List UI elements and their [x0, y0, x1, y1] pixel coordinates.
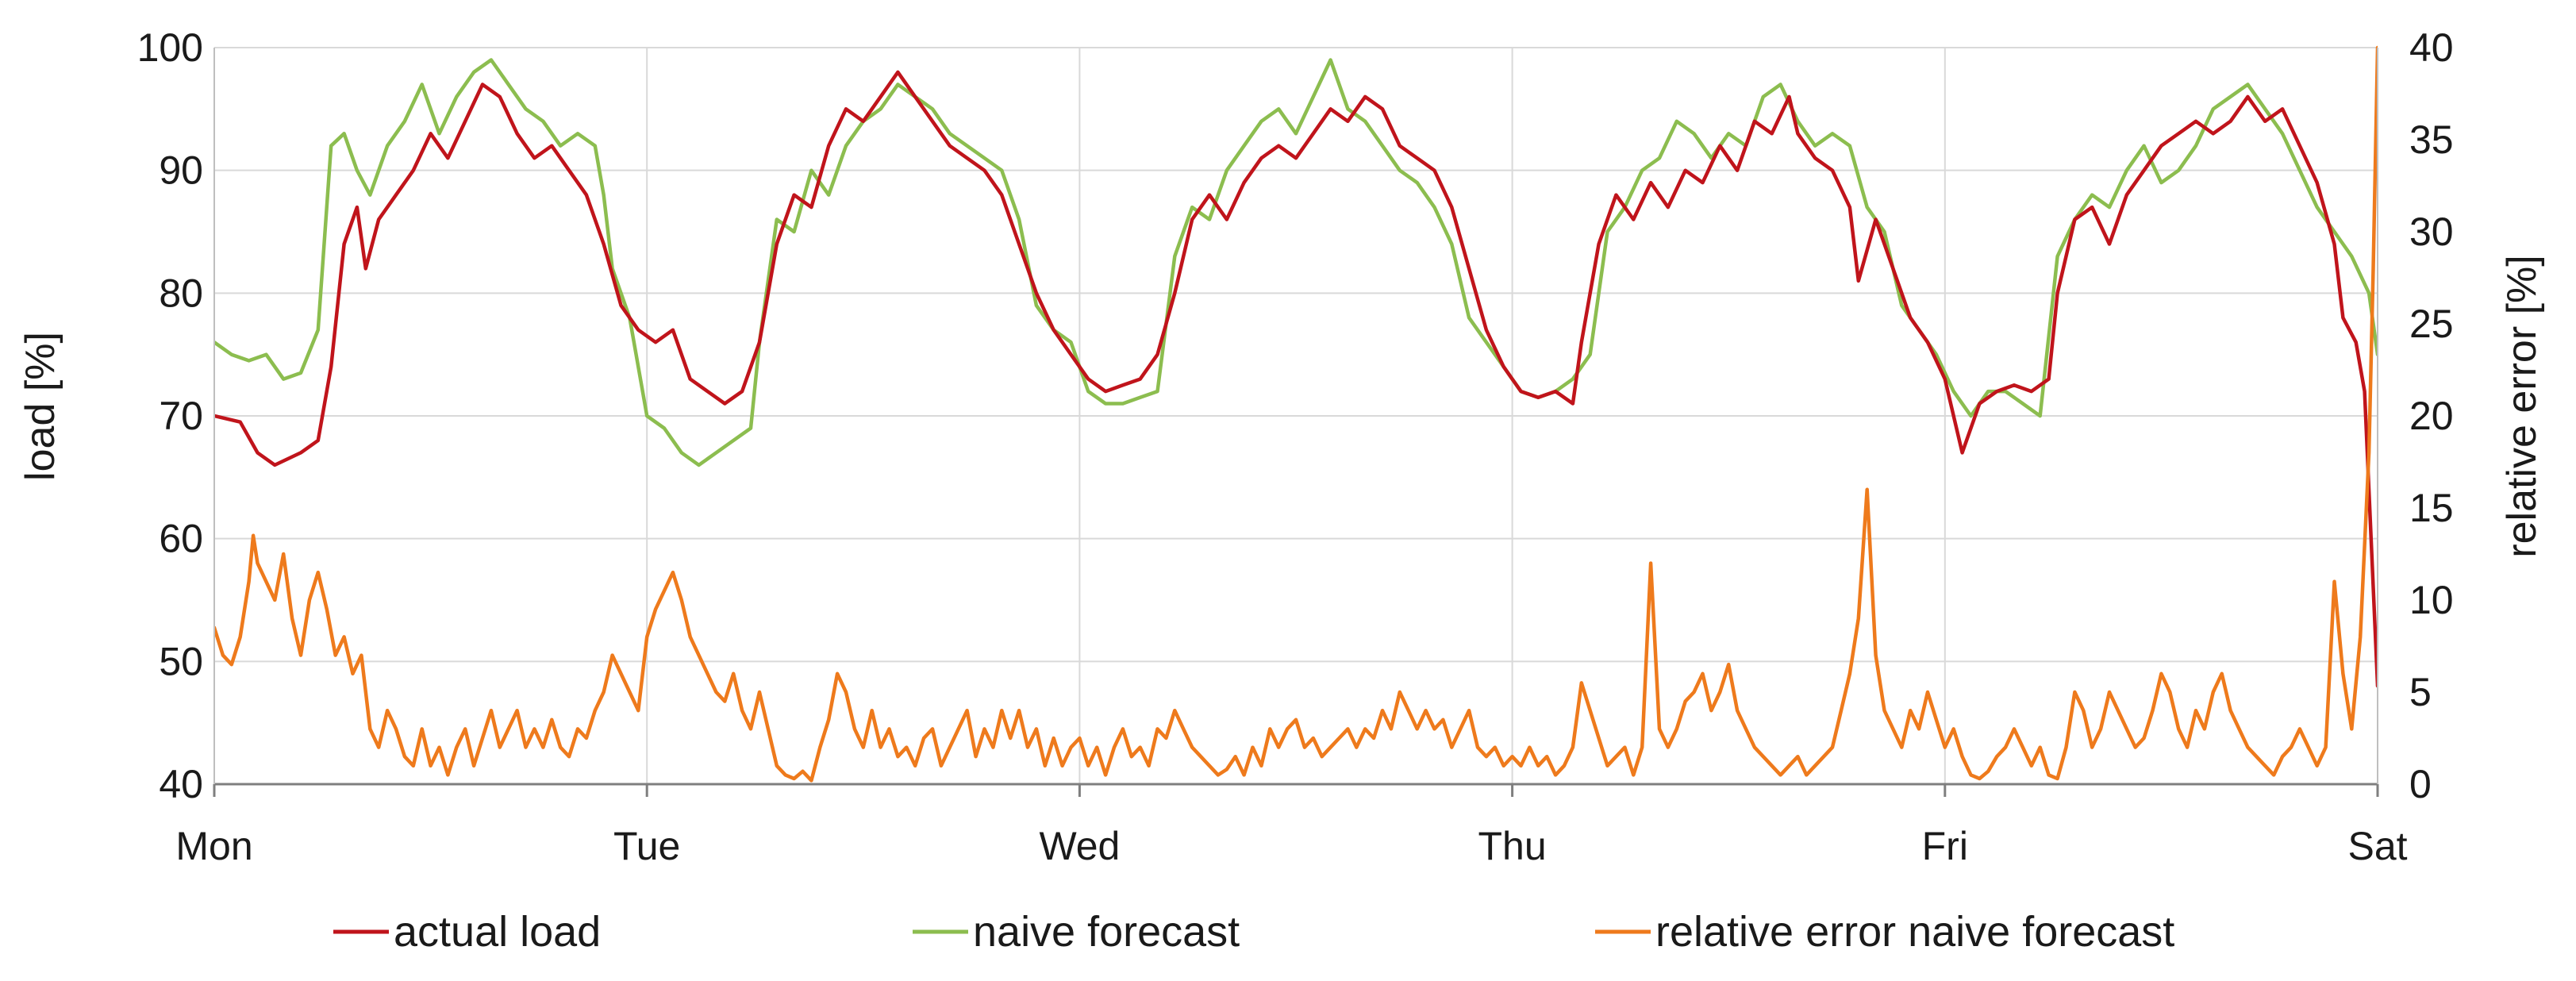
y-left-tick-label: 40: [159, 762, 203, 806]
tick-labels: 40 50 60 70 80 90 100 0 5 10 15 20 25 30 35 40 Mon Tue Wed…: [137, 25, 2454, 868]
x-tick-label: Mon: [175, 824, 252, 868]
y-right-tick-label: 40: [2409, 25, 2454, 70]
y-axis-left-title: load [%]: [17, 332, 63, 481]
y-left-tick-label: 50: [159, 639, 203, 683]
y-right-tick-label: 25: [2409, 302, 2454, 346]
y-left-tick-label: 70: [159, 394, 203, 438]
y-right-tick-label: 20: [2409, 394, 2454, 438]
x-tick-label: Sat: [2347, 824, 2407, 868]
x-tick-label: Wed: [1039, 824, 1120, 868]
y-left-tick-label: 60: [159, 517, 203, 561]
y-right-tick-label: 0: [2409, 762, 2432, 806]
x-tick-label: Tue: [613, 824, 680, 868]
y-right-tick-label: 35: [2409, 117, 2454, 162]
axes: [213, 48, 2379, 797]
y-right-tick-label: 5: [2409, 670, 2432, 714]
y-right-tick-label: 15: [2409, 486, 2454, 530]
legend-label: naive forecast: [973, 908, 1240, 956]
y-left-tick-label: 90: [159, 148, 203, 193]
y-left-tick-label: 100: [137, 25, 203, 70]
series-line-0: [214, 70, 2378, 688]
y-right-tick-label: 30: [2409, 210, 2454, 254]
y-right-tick-label: 10: [2409, 578, 2454, 622]
legend-label: relative error naive forecast: [1655, 908, 2174, 956]
series-line-1: [214, 58, 2378, 467]
x-tick-label: Fri: [1922, 824, 1968, 868]
y-left-tick-label: 80: [159, 271, 203, 315]
legend: actual load naive forecast relative error …: [333, 908, 2174, 956]
legend-label: actual load: [394, 908, 601, 956]
series-layer: [214, 45, 2378, 783]
y-axis-right-title: relative error [%]: [2499, 255, 2545, 557]
x-tick-label: Thu: [1478, 824, 1547, 868]
series-line-2: [214, 45, 2378, 783]
